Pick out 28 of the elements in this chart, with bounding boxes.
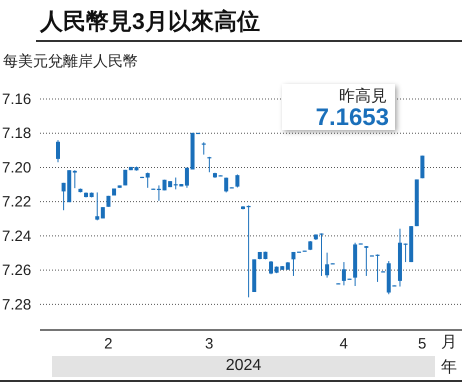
chart-title: 人民幣見3月以來高位: [40, 7, 260, 36]
y-tick-label: 7.18: [2, 125, 32, 142]
y-tick-label: 7.22: [2, 194, 32, 211]
y-tick-label: 7.26: [2, 262, 32, 280]
y-tick-label: 7.24: [2, 228, 32, 245]
y-axis-title: 每美元兌離岸人民幣: [3, 52, 138, 71]
x-tick-label: 4: [340, 336, 348, 353]
y-tick-label: 7.28: [2, 296, 32, 314]
x-tick-label: 5: [418, 336, 426, 353]
candlestick: [308, 240, 312, 251]
text: 年: [441, 358, 457, 378]
candlestick: [420, 155, 424, 179]
candlestick: [100, 206, 105, 219]
y-tick-label: 7.16: [2, 91, 32, 108]
y-tick-label: 7.20: [2, 159, 32, 176]
annotation: 7.1653: [316, 104, 389, 132]
x-tick-label: 3: [204, 336, 214, 353]
candlestick: [95, 192, 100, 221]
candlestick: [325, 252, 330, 278]
candlestick: [207, 156, 212, 173]
candlestick: [235, 174, 240, 188]
annotation: 昨高見: [339, 86, 387, 107]
x-tick-label: 2: [104, 336, 112, 353]
candlestick: [364, 245, 368, 276]
candlestick: [224, 177, 228, 193]
candlestick: [123, 169, 128, 186]
candlestick: [56, 140, 60, 163]
x-axis-title: 月: [441, 333, 457, 353]
